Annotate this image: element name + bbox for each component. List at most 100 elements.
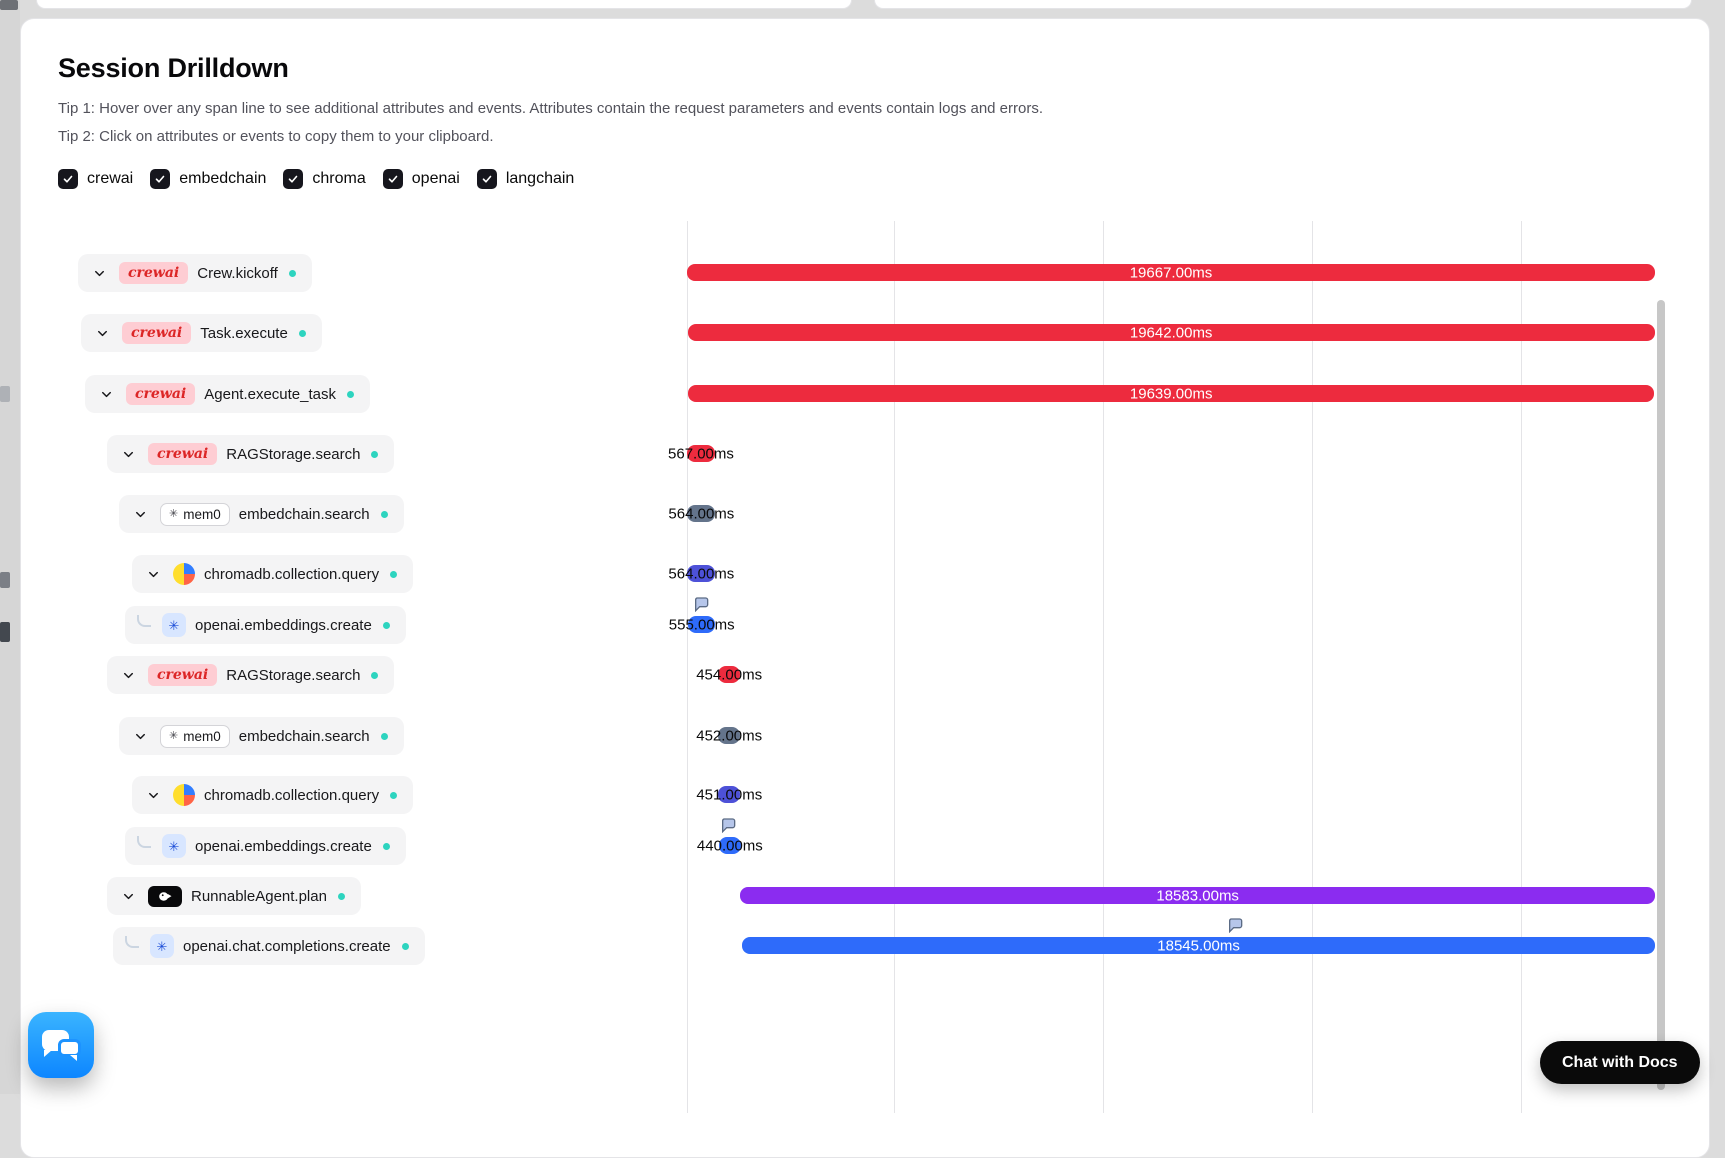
trace-row[interactable]: chromadb.collection.query 451.00ms	[21, 773, 1709, 817]
span-bar[interactable]	[688, 616, 716, 633]
page-title: Session Drilldown	[58, 53, 289, 83]
chevron-down-icon[interactable]	[117, 664, 139, 686]
span-bar[interactable]	[687, 324, 1655, 341]
span-bar[interactable]	[687, 445, 715, 462]
tree-elbow-connector	[125, 936, 139, 948]
session-drilldown-card: Session Drilldown Tip 1: Hover over any …	[20, 18, 1710, 1158]
span-label-group: ✳ openai.chat.completions.create	[113, 927, 425, 965]
span-label-group: crewai Crew.kickoff	[78, 254, 312, 292]
chat-with-docs-button[interactable]: Chat with Docs	[1540, 1041, 1700, 1084]
checkbox-checked-icon[interactable]	[382, 169, 403, 189]
card-top-right	[874, 0, 1692, 9]
gutter-artifact	[0, 572, 10, 588]
status-dot	[371, 671, 379, 679]
span-label-group: ✳ mem0 embedchain.search	[119, 495, 404, 533]
trace-row[interactable]: ✳ mem0 embedchain.search 452.00ms	[21, 714, 1709, 758]
span-bar[interactable]	[740, 887, 1655, 904]
chevron-down-icon[interactable]	[142, 784, 164, 806]
span-duration: 451.00ms	[696, 786, 763, 803]
checkbox-checked-icon[interactable]	[58, 169, 78, 189]
status-dot	[390, 570, 398, 578]
filter-label: openai	[411, 170, 460, 187]
timeline-gridline	[1312, 221, 1313, 1113]
filter-openai[interactable]: openai	[382, 169, 460, 189]
status-dot	[288, 269, 296, 277]
status-dot	[380, 510, 388, 518]
span-label-group: crewai Task.execute	[81, 314, 322, 352]
vertical-scrollbar[interactable]	[1657, 300, 1665, 1090]
span-duration: 452.00ms	[696, 727, 763, 744]
comment-bubble-icon[interactable]	[720, 817, 736, 834]
checkbox-checked-icon[interactable]	[150, 169, 171, 189]
chevron-down-icon[interactable]	[129, 503, 151, 525]
span-duration: 555.00ms	[668, 616, 735, 633]
span-name: Crew.kickoff	[197, 264, 278, 282]
span-label-group: ✳ mem0 embedchain.search	[119, 717, 404, 755]
trace-row[interactable]: ✳ openai.embeddings.create 440.00ms	[21, 818, 1709, 868]
crewai-logo: crewai	[148, 664, 218, 686]
chevron-down-icon[interactable]	[95, 383, 117, 405]
span-name: RAGStorage.search	[226, 666, 361, 684]
crewai-logo: crewai	[122, 322, 192, 344]
span-label-group: chromadb.collection.query	[132, 776, 414, 814]
chevron-down-icon[interactable]	[117, 443, 139, 465]
trace-row[interactable]: crewai Crew.kickoff 19667.00ms	[21, 251, 1709, 295]
filter-chroma[interactable]: chroma	[283, 169, 366, 189]
span-duration: 18545.00ms	[1157, 937, 1240, 954]
span-name: Agent.execute_task	[204, 385, 337, 403]
span-bar[interactable]	[687, 385, 1655, 402]
mem0-logo: ✳ mem0	[160, 502, 230, 526]
span-duration: 567.00ms	[668, 445, 734, 462]
filter-embedchain[interactable]: embedchain	[150, 169, 266, 189]
trace-row[interactable]: ✳ openai.embeddings.create 555.00ms	[21, 597, 1709, 647]
card-content: Session Drilldown Tip 1: Hover over any …	[21, 19, 1709, 1157]
openai-logo: ✳	[150, 934, 174, 958]
span-bar[interactable]	[718, 727, 741, 744]
comment-bubble-icon[interactable]	[693, 596, 709, 613]
trace-row[interactable]: crewai RAGStorage.search 454.00ms	[21, 653, 1709, 697]
span-bar[interactable]	[687, 505, 716, 522]
filter-label: langchain	[505, 170, 575, 187]
filter-crewai[interactable]: crewai	[58, 169, 133, 189]
span-name: embedchain.search	[238, 727, 370, 745]
span-label-group: RunnableAgent.plan	[107, 877, 361, 915]
chevron-down-icon[interactable]	[88, 262, 110, 284]
trace-row[interactable]: ✳ openai.chat.completions.create 18545.00m…	[21, 918, 1709, 968]
span-bar[interactable]	[742, 937, 1655, 954]
crewai-logo: crewai	[126, 383, 196, 405]
span-duration: 454.00ms	[696, 666, 763, 683]
chroma-logo	[173, 563, 195, 585]
trace-row[interactable]: crewai Agent.execute_task 19639.00ms	[21, 372, 1709, 416]
chevron-down-icon[interactable]	[91, 322, 113, 344]
trace-row[interactable]: RunnableAgent.plan 18583.00ms	[21, 874, 1709, 918]
filter-langchain[interactable]: langchain	[476, 169, 575, 189]
checkbox-checked-icon[interactable]	[283, 169, 304, 189]
chat-widget-button[interactable]	[28, 1012, 94, 1078]
span-label-group: chromadb.collection.query	[132, 555, 414, 593]
chevron-down-icon[interactable]	[117, 885, 139, 907]
tip-1: Tip 1: Hover over any span line to see a…	[58, 100, 1044, 117]
openai-mark-icon: ✳	[168, 838, 180, 854]
filter-label: chroma	[312, 170, 366, 187]
span-bar[interactable]	[717, 666, 741, 683]
trace-row[interactable]: ✳ mem0 embedchain.search 564.00ms	[21, 492, 1709, 536]
timeline-gridline	[1521, 221, 1522, 1113]
span-bar[interactable]	[687, 264, 1655, 281]
status-dot	[382, 842, 390, 850]
chat-bubble-icon	[58, 1039, 81, 1061]
span-bar[interactable]	[719, 837, 741, 854]
span-bar[interactable]	[687, 565, 716, 582]
trace-row[interactable]: crewai Task.execute 19642.00ms	[21, 311, 1709, 355]
trace-row[interactable]: chromadb.collection.query 564.00ms	[21, 552, 1709, 596]
mem0-mark-icon: ✳	[169, 729, 179, 742]
comment-bubble-icon[interactable]	[1227, 917, 1243, 934]
chevron-down-icon[interactable]	[142, 563, 164, 585]
span-duration: 564.00ms	[668, 505, 735, 522]
chevron-down-icon[interactable]	[129, 725, 151, 747]
span-name: RAGStorage.search	[226, 445, 361, 463]
timeline-gridline	[687, 221, 688, 1113]
checkbox-checked-icon[interactable]	[476, 169, 497, 189]
trace-row[interactable]: crewai RAGStorage.search 567.00ms	[21, 432, 1709, 476]
openai-logo: ✳	[162, 834, 186, 858]
span-bar[interactable]	[718, 786, 741, 803]
